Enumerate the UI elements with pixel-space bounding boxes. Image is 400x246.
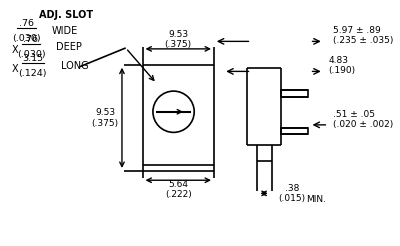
Text: 3.15: 3.15 bbox=[22, 54, 43, 63]
Text: .51 ± .05
(.020 ± .002): .51 ± .05 (.020 ± .002) bbox=[333, 109, 393, 129]
Text: 5.64
(.222): 5.64 (.222) bbox=[165, 180, 192, 199]
Text: .38
(.015): .38 (.015) bbox=[279, 184, 306, 203]
Text: X: X bbox=[11, 63, 18, 74]
Text: WIDE: WIDE bbox=[52, 26, 78, 36]
Text: MIN.: MIN. bbox=[306, 195, 326, 204]
Bar bbox=[282, 128, 308, 134]
Text: (.124): (.124) bbox=[18, 69, 47, 77]
Text: (.030): (.030) bbox=[17, 50, 45, 59]
Text: (.030): (.030) bbox=[12, 34, 40, 43]
Text: 4.83
(.190): 4.83 (.190) bbox=[328, 56, 356, 76]
Text: X: X bbox=[11, 45, 18, 55]
Text: 9.53
(.375): 9.53 (.375) bbox=[165, 30, 192, 49]
Text: .76: .76 bbox=[19, 19, 34, 28]
Text: ADJ. SLOT: ADJ. SLOT bbox=[40, 10, 94, 20]
Text: .76: .76 bbox=[24, 35, 38, 44]
Text: 5.97 ± .89
(.235 ± .035): 5.97 ± .89 (.235 ± .035) bbox=[333, 26, 394, 46]
Text: DEEP: DEEP bbox=[56, 42, 82, 52]
Text: 9.53
(.375): 9.53 (.375) bbox=[92, 108, 119, 127]
Bar bbox=[282, 90, 308, 97]
Text: LONG: LONG bbox=[61, 61, 89, 71]
